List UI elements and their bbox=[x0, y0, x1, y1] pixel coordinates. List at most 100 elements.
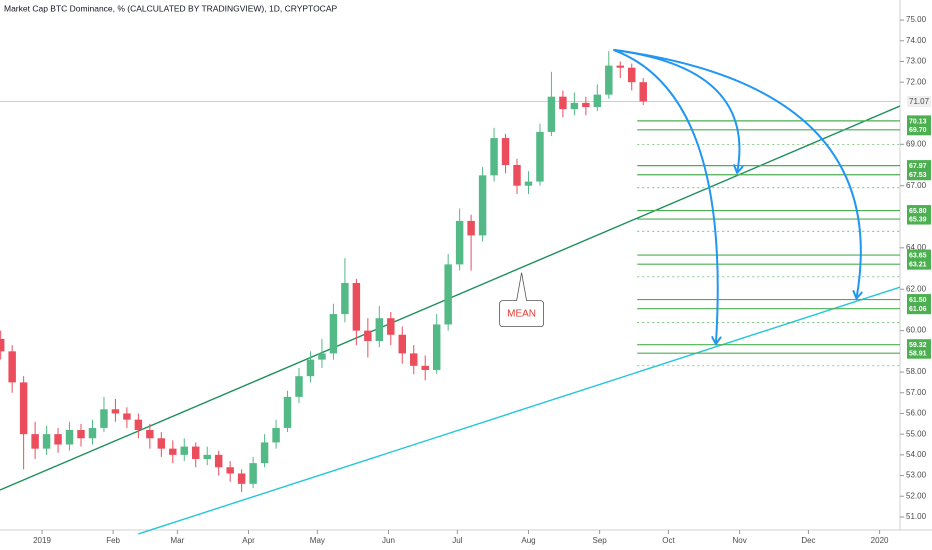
level-label: 65.80 bbox=[909, 208, 927, 215]
candle-body bbox=[582, 102, 590, 108]
level-tag bbox=[907, 249, 931, 261]
candle-body bbox=[283, 396, 292, 428]
level-tag bbox=[907, 213, 931, 225]
candle-body bbox=[77, 430, 85, 439]
candle-body bbox=[341, 283, 349, 315]
y-tick-label: 51.00 bbox=[906, 512, 927, 521]
candle-body bbox=[8, 351, 16, 383]
candle-body bbox=[536, 131, 544, 182]
candle-body bbox=[54, 434, 62, 445]
forecast-arrow bbox=[613, 48, 717, 343]
candle-body bbox=[88, 427, 97, 439]
annotation-callout bbox=[499, 272, 544, 328]
candle-body bbox=[352, 283, 361, 331]
candle-body bbox=[249, 463, 257, 484]
candle-body bbox=[444, 264, 452, 325]
x-tick-label: Jul bbox=[452, 536, 462, 545]
level-label: 58.91 bbox=[909, 351, 927, 358]
candle-body bbox=[501, 138, 510, 166]
candle-body bbox=[134, 419, 143, 431]
candle-body bbox=[272, 427, 280, 443]
level-tag bbox=[907, 339, 931, 351]
x-tick-label: Jun bbox=[382, 536, 395, 545]
y-tick-label: 53.00 bbox=[906, 471, 927, 480]
level-tag bbox=[907, 258, 931, 270]
y-tick-label: 54.00 bbox=[906, 450, 927, 459]
candle-body bbox=[237, 473, 246, 484]
candle-body bbox=[19, 382, 28, 435]
candle-body bbox=[547, 96, 556, 132]
candle-body bbox=[203, 454, 211, 459]
y-tick-label: 74.00 bbox=[906, 36, 927, 45]
candle-body bbox=[467, 220, 475, 236]
candle-body bbox=[306, 359, 315, 377]
level-tag bbox=[907, 169, 931, 181]
candle-body bbox=[31, 434, 39, 449]
last-price-tag bbox=[907, 95, 931, 107]
y-tick-label: 67.00 bbox=[906, 181, 927, 190]
candle-body bbox=[410, 353, 418, 366]
candle-body bbox=[375, 318, 384, 341]
x-tick-label: May bbox=[310, 536, 325, 545]
level-tag bbox=[907, 160, 931, 172]
candle-body bbox=[169, 448, 177, 455]
candle-body bbox=[180, 446, 188, 455]
candle-body bbox=[123, 413, 131, 420]
y-tick-label: 73.00 bbox=[906, 57, 927, 66]
candle-body bbox=[157, 438, 166, 449]
level-tag bbox=[907, 347, 931, 359]
candle-body bbox=[318, 353, 326, 360]
y-tick-label: 56.00 bbox=[906, 409, 927, 418]
candle-body bbox=[570, 102, 579, 110]
y-tick-label: 64.00 bbox=[906, 243, 927, 252]
annotation-text: MEAN bbox=[507, 308, 536, 319]
trend-line bbox=[138, 286, 901, 535]
candle-body bbox=[639, 82, 647, 102]
x-tick-label: Feb bbox=[106, 536, 120, 545]
y-tick-label: 57.00 bbox=[906, 388, 927, 397]
level-tag bbox=[907, 115, 931, 127]
x-tick-label: 2020 bbox=[871, 536, 889, 545]
level-label: 69.70 bbox=[909, 127, 927, 134]
level-label: 61.50 bbox=[909, 297, 927, 304]
candle-body bbox=[398, 334, 406, 354]
level-label: 67.97 bbox=[909, 163, 927, 170]
x-tick-label: Sep bbox=[593, 536, 608, 545]
level-label: 63.21 bbox=[909, 262, 927, 269]
candle-body bbox=[387, 318, 395, 335]
x-tick-label: Nov bbox=[732, 536, 746, 545]
y-tick-label: 55.00 bbox=[906, 429, 927, 438]
y-tick-label: 62.00 bbox=[906, 284, 927, 293]
level-tag bbox=[907, 205, 931, 217]
level-label: 59.32 bbox=[909, 342, 927, 349]
candle-body bbox=[42, 434, 51, 449]
candle-body bbox=[593, 94, 602, 108]
candle-body bbox=[329, 314, 338, 354]
level-tag bbox=[907, 124, 931, 136]
level-label: 67.53 bbox=[909, 172, 927, 179]
y-tick-label: 72.00 bbox=[906, 77, 927, 86]
candle-body bbox=[226, 467, 234, 474]
level-tag bbox=[907, 294, 931, 306]
last-price-label: 71.07 bbox=[909, 97, 930, 106]
y-tick-label: 52.00 bbox=[906, 491, 927, 500]
candle-body bbox=[478, 175, 487, 236]
candle-body bbox=[111, 409, 120, 414]
x-tick-label: Aug bbox=[521, 536, 535, 545]
y-tick-label: 69.00 bbox=[906, 139, 927, 148]
forecast-arrow bbox=[613, 48, 860, 298]
x-tick-label: Dec bbox=[801, 536, 815, 545]
candle-body bbox=[260, 442, 269, 464]
candle-body bbox=[0, 338, 5, 352]
y-tick-label: 58.00 bbox=[906, 367, 927, 376]
x-tick-label: 2019 bbox=[33, 536, 51, 545]
level-label: 61.06 bbox=[909, 306, 927, 313]
level-label: 70.13 bbox=[909, 118, 927, 125]
x-tick-label: Apr bbox=[242, 536, 255, 545]
candle-body bbox=[65, 430, 74, 445]
candle-body bbox=[559, 96, 567, 110]
candle-body bbox=[455, 220, 464, 265]
candle-body bbox=[192, 446, 200, 459]
